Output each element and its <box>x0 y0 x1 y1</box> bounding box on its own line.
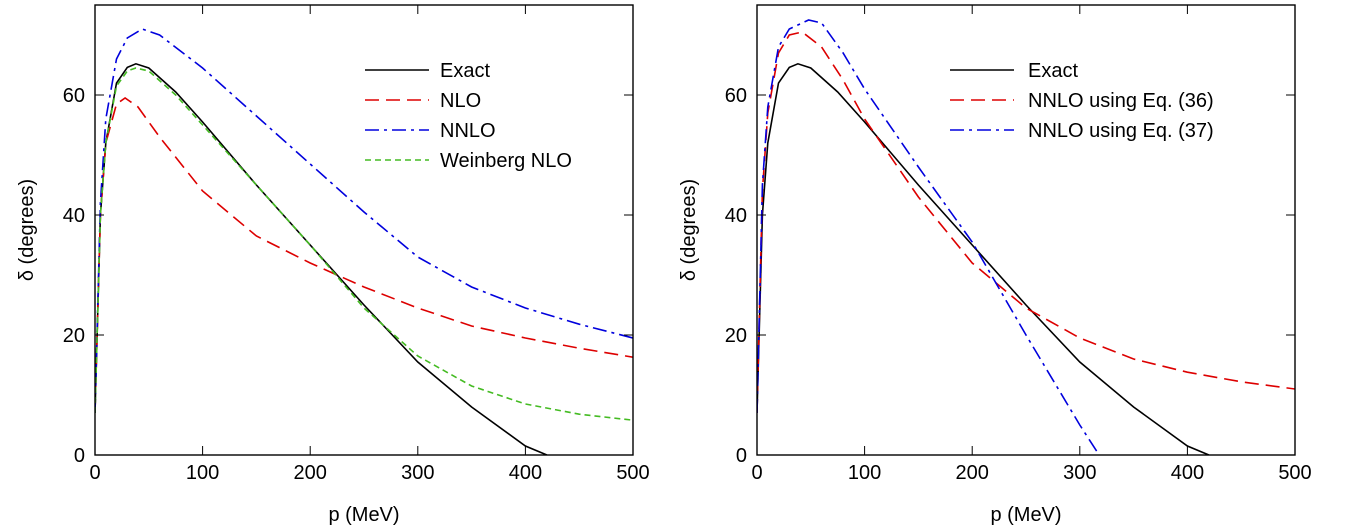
x-tick-label: 400 <box>509 462 542 484</box>
x-tick-label: 300 <box>1063 462 1096 484</box>
x-tick-label: 100 <box>186 462 219 484</box>
y-tick-label: 40 <box>63 205 85 227</box>
left-chart: 0 100 200 300 400 500 0 20 40 60 p (MeV) δ (degrees… <box>16 4 650 526</box>
series-line-nnlo <box>95 28 633 414</box>
x-tick-label: 500 <box>616 462 649 484</box>
series-line-nlo <box>95 97 633 414</box>
x-tick-label: 200 <box>956 462 989 484</box>
y-tick-label: 60 <box>725 85 747 107</box>
series-line-nnlo-using-eq-37 <box>757 19 1100 455</box>
y-axis-label: δ (degrees) <box>678 179 700 281</box>
plot-area <box>757 19 1295 455</box>
right-chart: 0 100 200 300 400 500 0 20 40 60 p (MeV) δ (degrees… <box>678 4 1312 526</box>
series-line-exact <box>757 62 1210 455</box>
legend-label: Weinberg NLO <box>440 150 572 172</box>
series-line-nnlo-using-eq-36 <box>757 31 1295 414</box>
legend-label: NNLO using Eq. (37) <box>1028 120 1214 142</box>
y-tick-label: 0 <box>736 445 747 467</box>
x-axis-label: p (MeV) <box>328 504 399 526</box>
legend-label: Exact <box>440 60 490 82</box>
legend-label: NLO <box>440 90 481 112</box>
y-axis-label: δ (degrees) <box>16 179 38 281</box>
y-tick-label: 40 <box>725 205 747 227</box>
plot-area <box>95 28 633 455</box>
series-line-weinberg-nlo <box>95 67 633 421</box>
y-tick-label: 60 <box>63 85 85 107</box>
y-tick-label: 20 <box>725 325 747 347</box>
x-axis-label: p (MeV) <box>990 504 1061 526</box>
legend-label: NNLO using Eq. (36) <box>1028 90 1214 112</box>
plot-frame <box>756 4 1296 456</box>
y-tick-label: 20 <box>63 325 85 347</box>
legend-label: NNLO <box>440 120 496 142</box>
x-tick-label: 0 <box>89 462 100 484</box>
x-tick-label: 0 <box>751 462 762 484</box>
x-tick-label: 400 <box>1171 462 1204 484</box>
x-tick-label: 500 <box>1278 462 1311 484</box>
x-tick-label: 100 <box>848 462 881 484</box>
legend: Exact NLO NNLO Weinberg NLO <box>365 60 572 172</box>
y-tick-label: 0 <box>74 445 85 467</box>
x-tick-label: 200 <box>294 462 327 484</box>
x-tick-label: 300 <box>401 462 434 484</box>
legend: Exact NNLO using Eq. (36) NNLO using Eq. (… <box>950 60 1214 142</box>
plot-frame <box>94 4 634 456</box>
legend-label: Exact <box>1028 60 1078 82</box>
